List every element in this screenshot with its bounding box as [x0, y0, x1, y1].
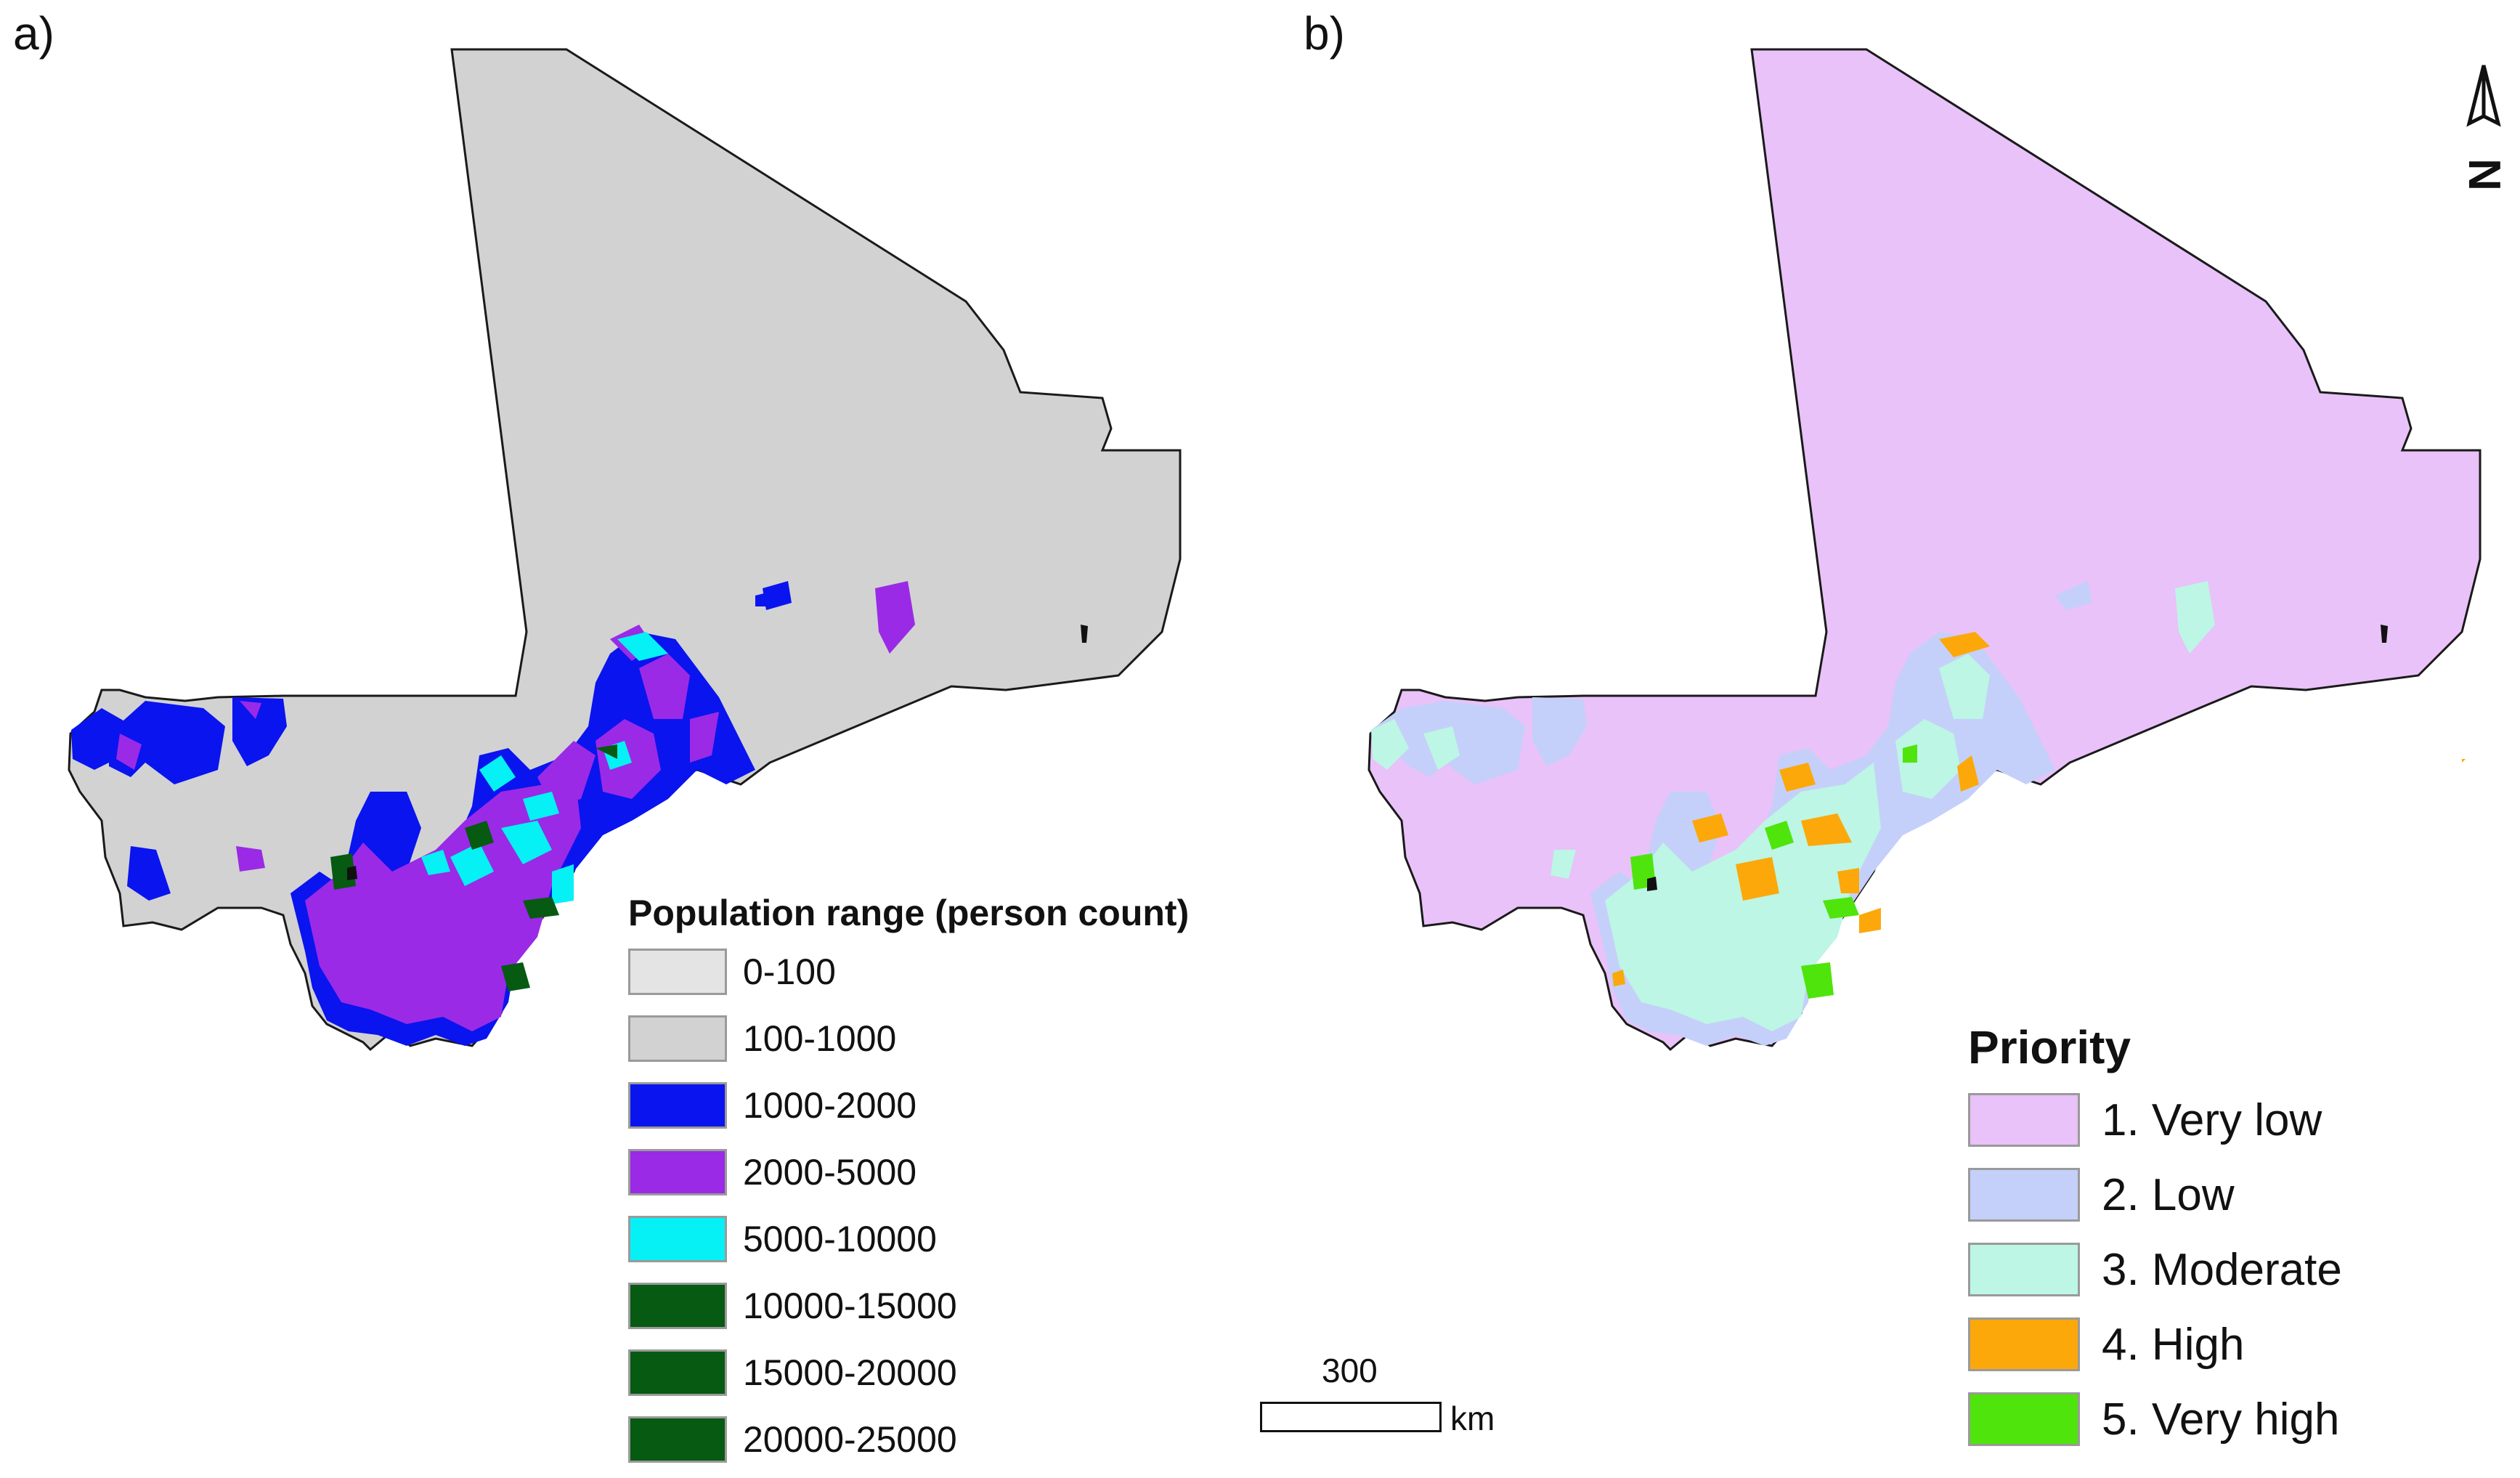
north-arrow-letter: N	[2458, 158, 2509, 191]
legend-swatch	[1968, 1317, 2080, 1371]
legend-priority-item: 2. Low	[1968, 1168, 2235, 1222]
legend-swatch	[628, 949, 727, 995]
legend-label: 5000-10000	[743, 1219, 937, 1259]
legend-swatch	[628, 1416, 727, 1463]
legend-label: 4. High	[2102, 1319, 2245, 1370]
legend-swatch	[628, 1149, 727, 1195]
legend-priority: Priority 1. Very low 2. Low 3. Moderate …	[1968, 1020, 2476, 1463]
legend-population-item: 10000-15000	[628, 1283, 957, 1329]
legend-population: Population range (person count) 0-100 10…	[628, 892, 1260, 1473]
legend-label: 20000-25000	[743, 1419, 957, 1460]
legend-label: 5. Very high	[2102, 1394, 2340, 1445]
legend-priority-item: 1. Very low	[1968, 1093, 2322, 1147]
scale-bar-value: 300	[1322, 1352, 1378, 1389]
scale-bar-rect	[1260, 1402, 1442, 1432]
scale-bar: 300 km	[1260, 1351, 1507, 1438]
panel-label-b: b)	[1304, 7, 1345, 60]
legend-population-item: 15000-20000	[628, 1349, 957, 1396]
legend-population-item: 20000-25000	[628, 1416, 957, 1463]
scale-bar-unit: km	[1450, 1400, 1495, 1437]
legend-swatch	[628, 1216, 727, 1262]
legend-priority-item: 3. Moderate	[1968, 1243, 2342, 1296]
north-arrow-icon	[2466, 65, 2501, 127]
panel-label-a: a)	[13, 7, 54, 60]
legend-label: 15000-20000	[743, 1352, 957, 1393]
legend-label: 2000-5000	[743, 1152, 917, 1193]
legend-swatch	[628, 1015, 727, 1062]
legend-label: 1000-2000	[743, 1085, 917, 1126]
legend-priority-item: 4. High	[1968, 1317, 2244, 1371]
population-map	[68, 48, 1182, 1051]
legend-population-item: 100-1000	[628, 1015, 896, 1062]
legend-population-title: Population range (person count)	[628, 893, 1190, 933]
legend-priority-item: 5. Very high	[1968, 1392, 2339, 1446]
legend-swatch	[628, 1349, 727, 1396]
legend-swatch	[1968, 1392, 2080, 1446]
legend-label: 2. Low	[2102, 1169, 2235, 1220]
legend-label: 0-100	[743, 951, 836, 992]
legend-label: 3. Moderate	[2102, 1244, 2342, 1295]
legend-population-item: 0-100	[628, 949, 836, 995]
legend-swatch	[628, 1082, 727, 1129]
map-a-regions	[71, 581, 1088, 1046]
legend-population-item: 2000-5000	[628, 1149, 916, 1195]
legend-swatch	[1968, 1093, 2080, 1147]
legend-swatch	[1968, 1243, 2080, 1296]
priority-map	[1367, 48, 2482, 1051]
legend-label: 10000-15000	[743, 1286, 957, 1326]
legend-label: 1. Very low	[2102, 1095, 2322, 1145]
legend-population-item: 5000-10000	[628, 1216, 937, 1262]
legend-priority-title: Priority	[1968, 1021, 2131, 1073]
legend-swatch	[1968, 1168, 2080, 1222]
map-b-country	[1367, 48, 2482, 1051]
map-b-regions	[1371, 581, 2466, 1046]
legend-label: 100-1000	[743, 1018, 897, 1059]
legend-population-item: 1000-2000	[628, 1082, 916, 1129]
legend-swatch	[628, 1283, 727, 1329]
